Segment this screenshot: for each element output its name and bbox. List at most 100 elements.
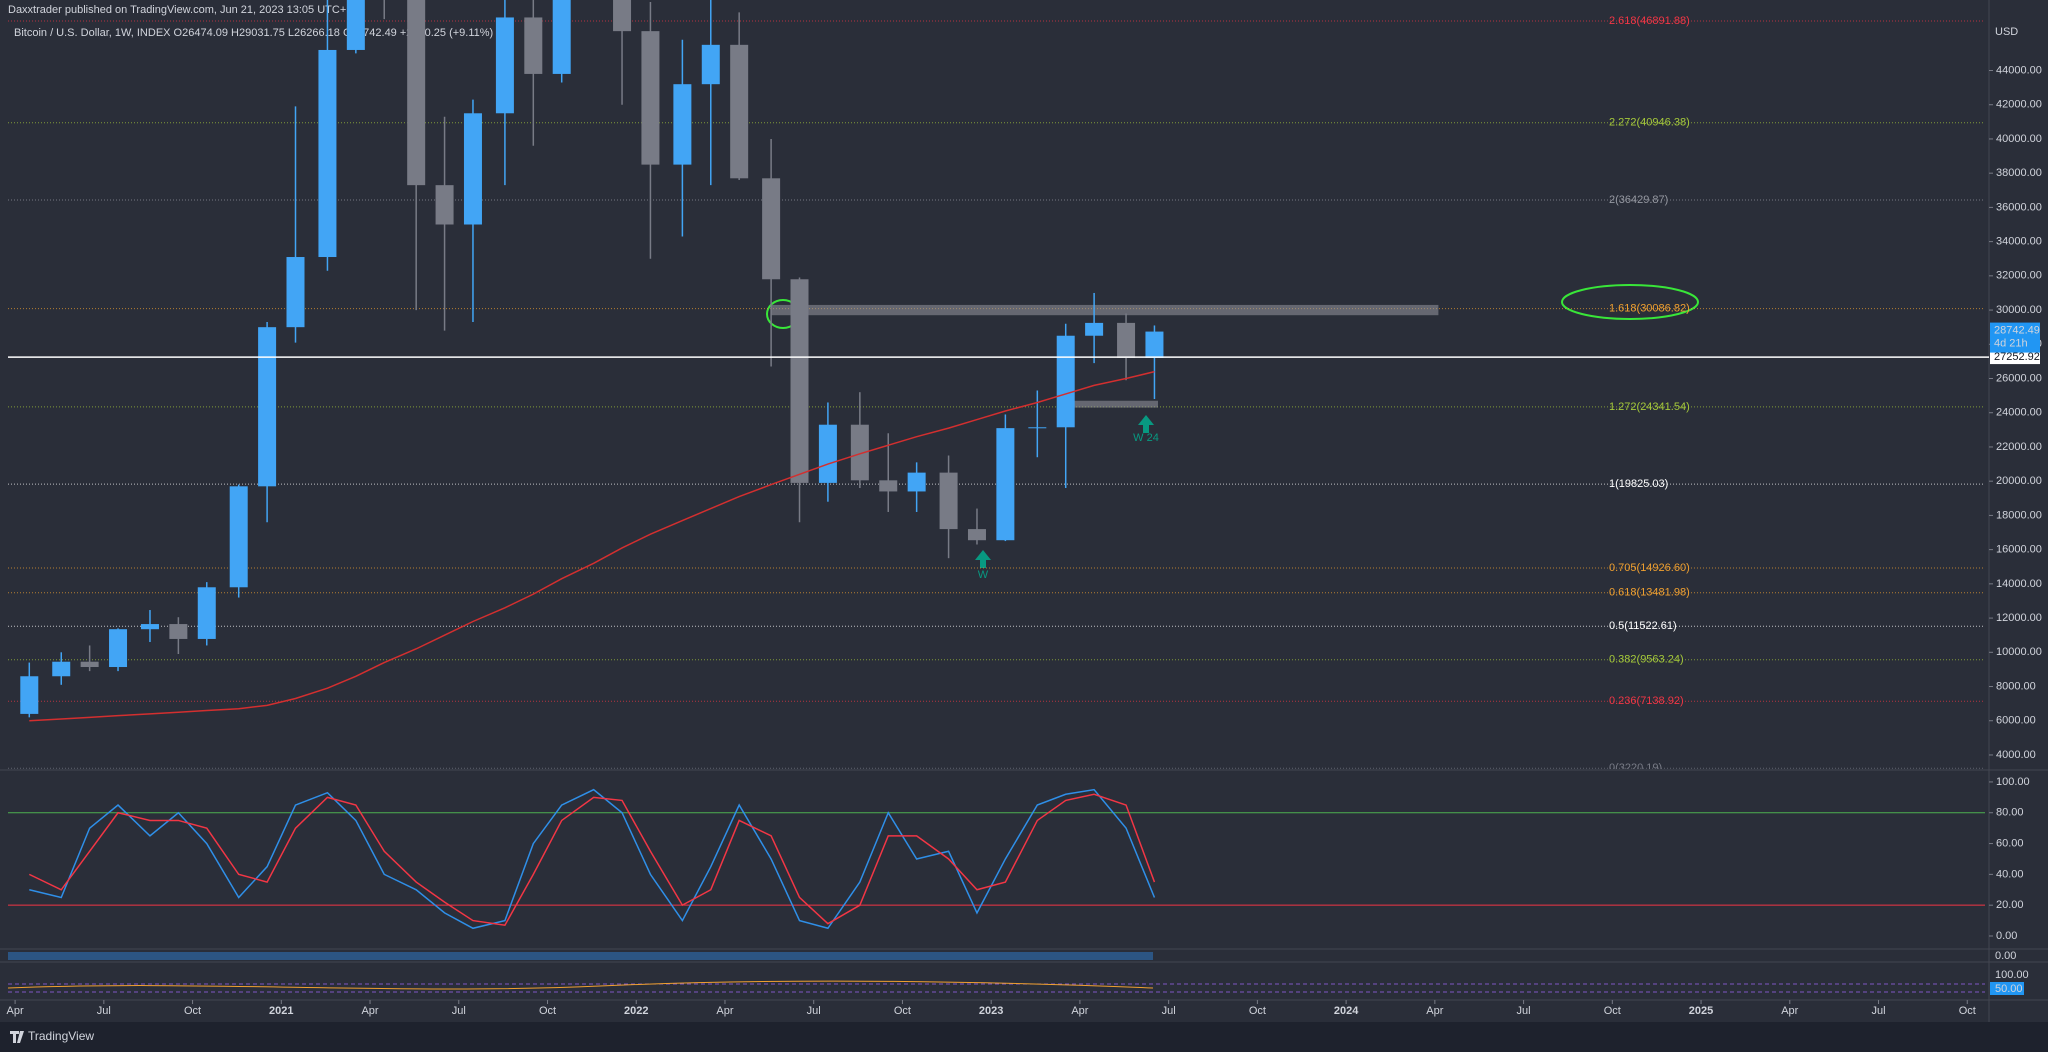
candle-body xyxy=(850,424,869,481)
x-tick-label: Oct xyxy=(539,1005,556,1017)
x-tick-label: 2021 xyxy=(269,1005,293,1017)
candle-body xyxy=(879,480,898,492)
candle-body xyxy=(197,587,216,639)
arrow-up xyxy=(975,550,991,568)
x-tick-label: Jul xyxy=(807,1005,821,1017)
symbol-info: Bitcoin / U.S. Dollar, 1W, INDEX O26474.… xyxy=(14,27,493,39)
x-tick-label: Oct xyxy=(1959,1005,1976,1017)
fib-label: 0.618(13481.98) xyxy=(1609,587,1690,599)
y-tick-label: 26000.00 xyxy=(1996,372,2042,384)
candle-body xyxy=(996,428,1015,541)
candle-body xyxy=(524,17,543,74)
y-tick-label: 24000.00 xyxy=(1996,407,2042,419)
publisher: Daxxtrader published on TradingView.com,… xyxy=(8,4,359,16)
y-tick-label: 60.00 xyxy=(1996,837,2024,849)
moving-average xyxy=(29,370,1155,722)
y-tick-label: 16000.00 xyxy=(1996,544,2042,556)
y-tick-label: 42000.00 xyxy=(1996,99,2042,111)
last-price: 28742.49 xyxy=(1994,324,2040,336)
x-tick-label: Jul xyxy=(452,1005,466,1017)
candle-body xyxy=(818,424,837,483)
price-badge xyxy=(1990,350,2040,365)
y-tick-label: 10000.00 xyxy=(1996,646,2042,658)
y-tick-label: 38000.00 xyxy=(1996,167,2042,179)
annotation: W xyxy=(978,569,989,581)
candle-body xyxy=(495,17,514,114)
candle-body xyxy=(613,0,632,32)
last-price-badge xyxy=(1990,322,2040,353)
candle-body xyxy=(258,327,277,487)
y-tick-label: 20000.00 xyxy=(1996,475,2042,487)
x-tick-label: Oct xyxy=(1604,1005,1621,1017)
x-tick-label: Apr xyxy=(1426,1005,1443,1017)
y-tick-label: 8000.00 xyxy=(1996,680,2036,692)
candle-body xyxy=(140,624,159,630)
lower-label: 50.00 xyxy=(1995,983,2023,995)
candle-body xyxy=(169,624,188,639)
x-tick-label: Oct xyxy=(894,1005,911,1017)
candle-body xyxy=(790,279,809,483)
y-tick-label: 100.00 xyxy=(1996,776,2030,788)
candle-body xyxy=(435,185,454,225)
price-line-label: 27252.92 xyxy=(1994,351,2040,363)
x-tick-label: Apr xyxy=(1781,1005,1798,1017)
candle-body xyxy=(80,661,99,668)
y-tick-label: 34000.00 xyxy=(1996,236,2042,248)
candle-body xyxy=(701,44,720,85)
fib-label: 2(36429.87) xyxy=(1609,194,1668,206)
y-tick-label: 44000.00 xyxy=(1996,64,2042,76)
y-tick-label: 22000.00 xyxy=(1996,441,2042,453)
lower-badge xyxy=(1990,982,2024,995)
y-tick-label: 6000.00 xyxy=(1996,715,2036,727)
candle-body xyxy=(967,529,986,541)
x-tick-label: Apr xyxy=(1071,1005,1088,1017)
y-tick-label: 14000.00 xyxy=(1996,578,2042,590)
x-tick-label: Jul xyxy=(1162,1005,1176,1017)
fib-label: 1(19825.03) xyxy=(1609,478,1668,490)
fib-label: 2.272(40946.38) xyxy=(1609,117,1690,129)
stoch-line xyxy=(29,788,1156,930)
indicator-band xyxy=(8,952,1153,960)
fib-label: 0(3220.19) xyxy=(1609,762,1662,774)
y-tick-label: 32000.00 xyxy=(1996,270,2042,282)
annotation: W 24 xyxy=(1133,432,1159,444)
y-tick-label: 80.00 xyxy=(1996,807,2024,819)
candle-body xyxy=(673,84,692,165)
indicator-line xyxy=(7,980,1154,990)
lower-label: 0.00 xyxy=(1995,950,2016,962)
fib-label: 0.382(9563.24) xyxy=(1609,654,1684,666)
x-tick-label: Apr xyxy=(361,1005,378,1017)
candle-body xyxy=(1028,427,1047,429)
main-pane: 2.618(46891.88) 2.272(40946.38) 2(36429.87… xyxy=(8,0,1985,774)
fib-label: 0.705(14926.60) xyxy=(1609,562,1690,574)
arrow-up xyxy=(1138,415,1154,433)
candle-body xyxy=(1056,335,1075,428)
x-tick-label: 2025 xyxy=(1689,1005,1713,1017)
candle-body xyxy=(762,178,781,280)
x-tick-label: Jul xyxy=(1517,1005,1531,1017)
x-tick-label: 2024 xyxy=(1334,1005,1359,1017)
candle-body xyxy=(407,0,426,186)
logo xyxy=(10,1031,24,1043)
candle-body xyxy=(109,629,128,668)
candle-body xyxy=(552,0,571,74)
y-tick-label: 12000.00 xyxy=(1996,612,2042,624)
highlight-ellipse xyxy=(1561,284,1699,320)
candle-body xyxy=(229,486,248,588)
candle-body xyxy=(730,44,749,179)
y-tick-label: 4000.00 xyxy=(1996,749,2036,761)
y-tick-label: 18000.00 xyxy=(1996,509,2042,521)
fib-label: 2.618(46891.88) xyxy=(1609,15,1690,27)
y-tick-label: 40000.00 xyxy=(1996,133,2042,145)
fib-label: 1.618(30086.82) xyxy=(1609,302,1690,314)
candle-body xyxy=(1145,331,1164,358)
y-tick-label: 20.00 xyxy=(1996,899,2024,911)
candle-body xyxy=(907,472,926,492)
x-tick-label: Apr xyxy=(7,1005,24,1017)
fib-label: 1.272(24341.54) xyxy=(1609,401,1690,413)
x-tick-label: 2022 xyxy=(624,1005,648,1017)
x-tick-label: Oct xyxy=(1249,1005,1266,1017)
x-tick-label: Apr xyxy=(716,1005,733,1017)
